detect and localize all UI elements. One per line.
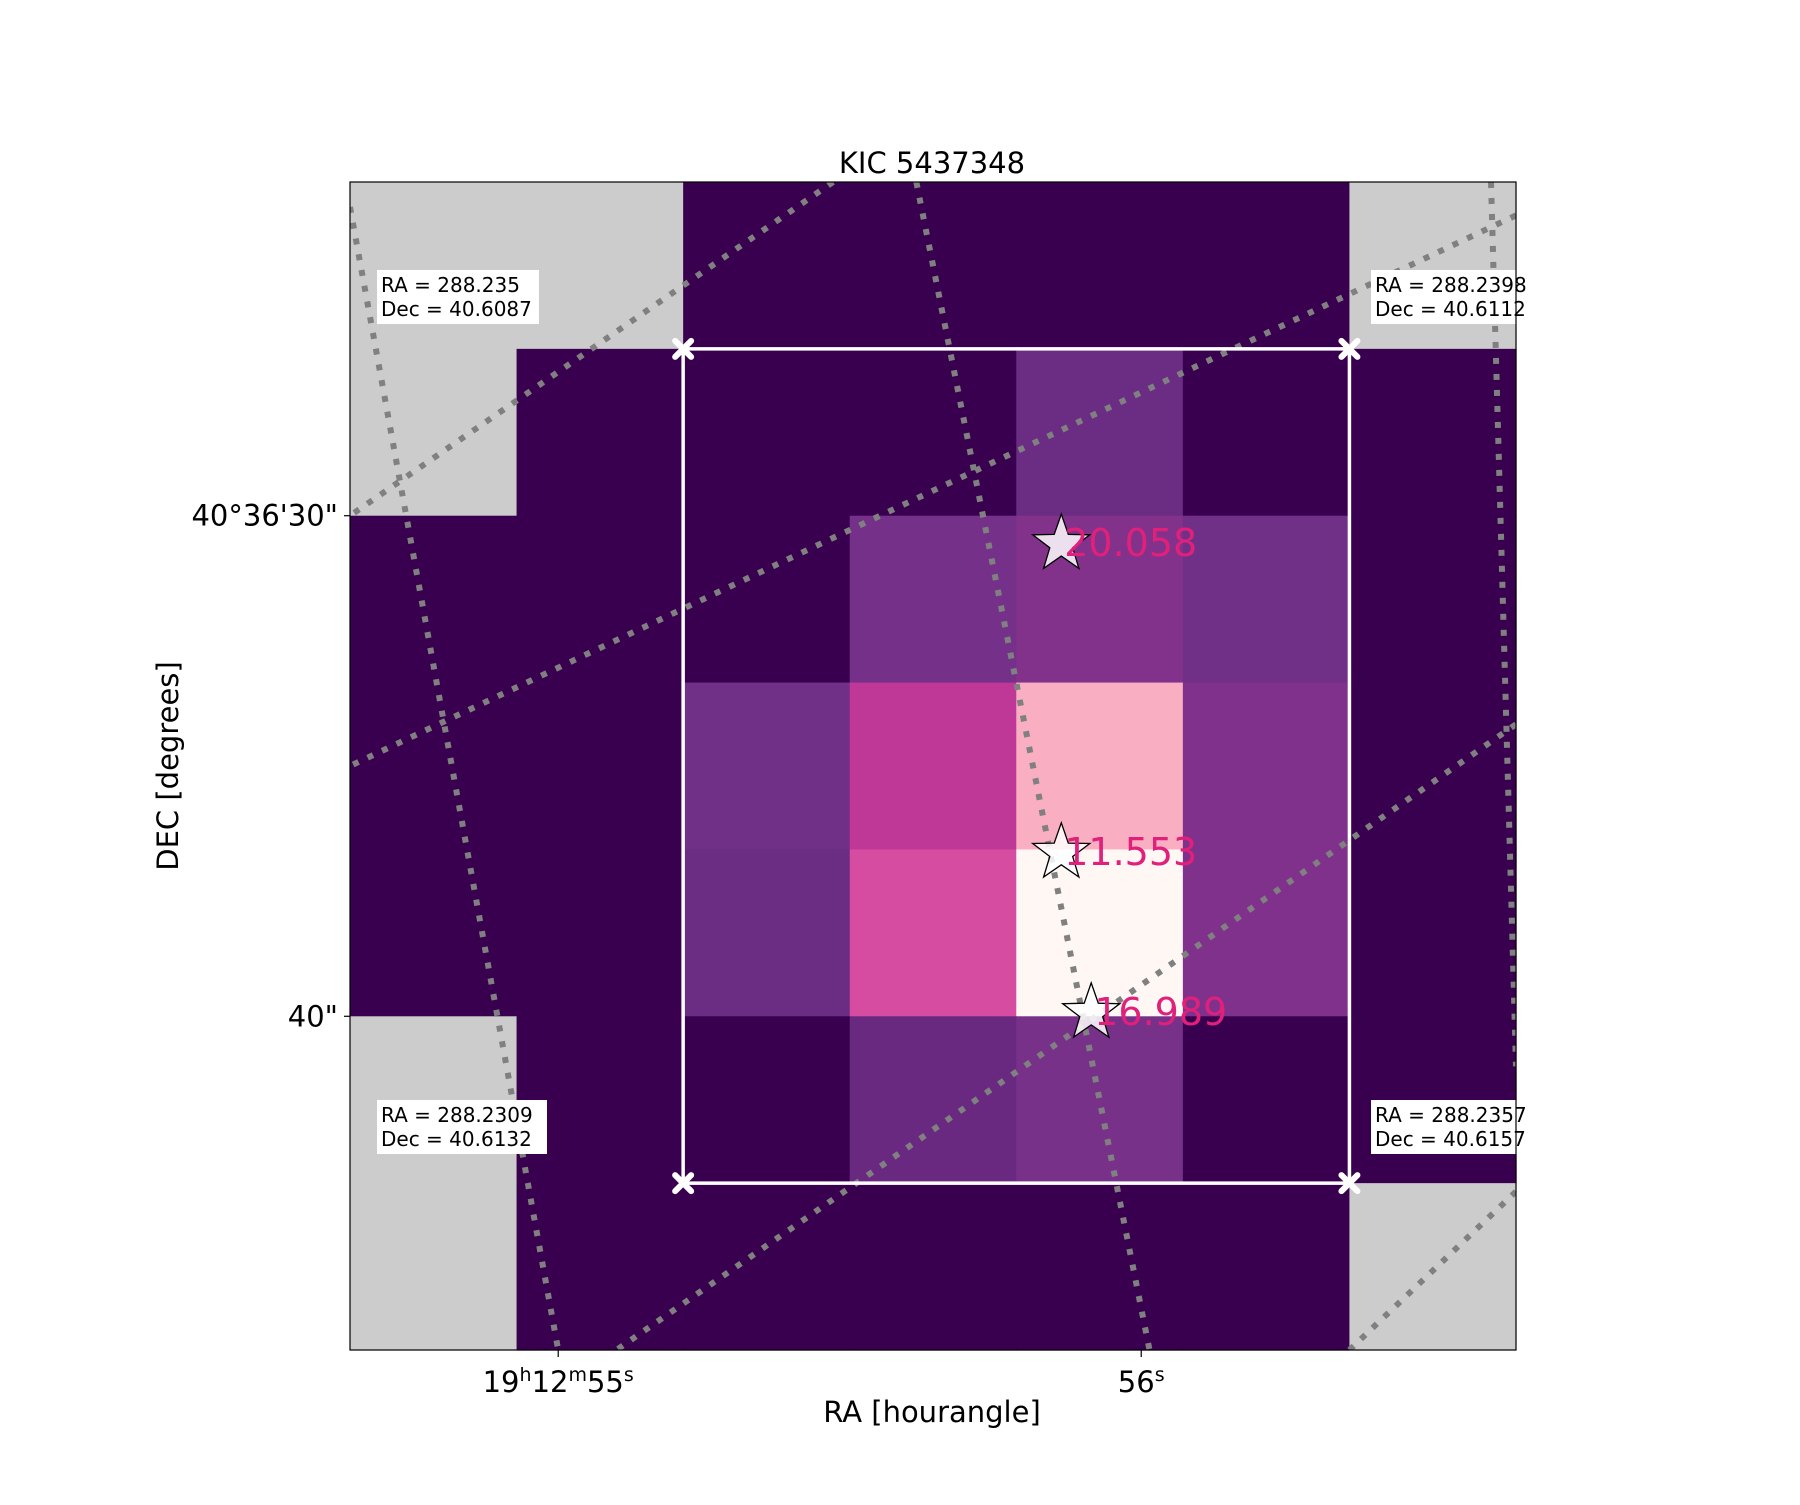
- flux-pixel: [683, 182, 851, 350]
- flux-pixel: [1182, 1183, 1351, 1351]
- chart-title: KIC 5437348: [839, 146, 1025, 180]
- annotation-box: [377, 1100, 547, 1154]
- flux-pixel: [1349, 682, 1517, 851]
- star-magnitude-label: 20.058: [1064, 521, 1197, 565]
- star-marker: [1030, 512, 1092, 571]
- annotation-box: [1371, 1100, 1539, 1154]
- flux-pixel: [849, 682, 1017, 851]
- annotation-ra: RA = 288.235: [381, 273, 520, 297]
- x-tick-label: 56s: [1118, 1364, 1165, 1399]
- aperture-corner-marker: [1338, 1172, 1361, 1195]
- flux-pixel: [849, 1183, 1017, 1351]
- flux-pixel: [350, 849, 518, 1017]
- flux-pixel: [516, 348, 684, 517]
- masked-pixel: [516, 182, 684, 350]
- tick-unit: h: [520, 1364, 532, 1386]
- tick-unit: s: [624, 1364, 634, 1386]
- grid-line: [614, 721, 1516, 1350]
- flux-pixel: [683, 1183, 851, 1351]
- plot-frame: [349, 181, 1517, 1351]
- flux-pixel: [1182, 515, 1351, 684]
- aperture-corner-marker: [672, 1172, 695, 1195]
- flux-pixel: [1016, 348, 1184, 517]
- aperture-outline: [681, 347, 1352, 1185]
- x-tick-label: 19h12m55s: [483, 1364, 634, 1399]
- grid-line: [1347, 1189, 1516, 1350]
- aperture-corner-marker: [1338, 337, 1361, 360]
- annotation-ra: RA = 288.2357: [1375, 1103, 1527, 1127]
- flux-pixel: [516, 849, 684, 1017]
- annotation-box: [1371, 270, 1539, 324]
- y-axis-label: DEC [degrees]: [151, 661, 185, 871]
- flux-pixel: [1016, 682, 1184, 851]
- flux-pixel: [1349, 849, 1517, 1017]
- flux-pixel: [1016, 182, 1184, 350]
- grid-line: [350, 212, 1516, 769]
- annotation-box: [377, 270, 539, 324]
- flux-pixel: [683, 1016, 851, 1184]
- annotation-ra: RA = 288.2398: [1375, 273, 1527, 297]
- star-magnitude-label: 16.989: [1094, 990, 1227, 1034]
- x-axis-label: RA [hourangle]: [823, 1395, 1041, 1429]
- flux-pixel: [683, 682, 851, 851]
- flux-pixel: [849, 1016, 1017, 1184]
- y-tick-label: 40°36'30": [191, 499, 338, 533]
- flux-pixel: [1016, 1183, 1184, 1351]
- masked-pixel: [350, 1183, 518, 1351]
- flux-pixel: [683, 849, 851, 1017]
- aperture-box: [672, 337, 1361, 1195]
- flux-pixel: [1016, 1016, 1184, 1184]
- flux-pixel: [1182, 348, 1351, 517]
- tick-unit: s: [1155, 1364, 1165, 1386]
- flux-pixel: [1349, 348, 1517, 517]
- annotation-dec: Dec = 40.6157: [1375, 1127, 1526, 1151]
- flux-pixel: [1182, 682, 1351, 851]
- annotation-dec: Dec = 40.6112: [1375, 297, 1526, 321]
- tick-value: 55: [587, 1365, 624, 1399]
- tick-value: 12: [532, 1365, 569, 1399]
- flux-pixel: [1182, 182, 1351, 350]
- y-tick-label: 40": [288, 999, 338, 1033]
- flux-pixel: [849, 515, 1017, 684]
- tick-value: 56: [1118, 1365, 1155, 1399]
- annotation-ra: RA = 288.2309: [381, 1103, 533, 1127]
- star-magnitude-label: 11.553: [1064, 830, 1197, 874]
- tick-value: 19: [483, 1365, 520, 1399]
- flux-pixel: [516, 515, 684, 684]
- grid-line: [350, 182, 835, 519]
- annotation-dec: Dec = 40.6132: [381, 1127, 532, 1151]
- stars: 20.058 11.553 16.989: [1030, 512, 1227, 1039]
- aperture-corner-marker: [672, 337, 695, 360]
- flux-pixel: [350, 682, 518, 851]
- grid-line: [913, 182, 1153, 1350]
- star-marker: [1060, 980, 1122, 1039]
- flux-pixel: [849, 849, 1017, 1017]
- masked-pixel: [350, 348, 518, 517]
- star-marker: [1030, 820, 1092, 879]
- coordinate-grid: [350, 182, 1516, 1350]
- grid-line: [350, 206, 562, 1350]
- annotation-dec: Dec = 40.6087: [381, 297, 532, 321]
- flux-pixel: [516, 682, 684, 851]
- flux-pixel: [683, 348, 851, 517]
- tick-unit: m: [568, 1364, 587, 1386]
- flux-pixel: [683, 515, 851, 684]
- flux-pixel: [350, 515, 518, 684]
- flux-pixel: [1182, 1016, 1351, 1184]
- grid-line: [1488, 182, 1516, 1067]
- flux-pixel: [1349, 515, 1517, 684]
- masked-pixel: [350, 182, 518, 350]
